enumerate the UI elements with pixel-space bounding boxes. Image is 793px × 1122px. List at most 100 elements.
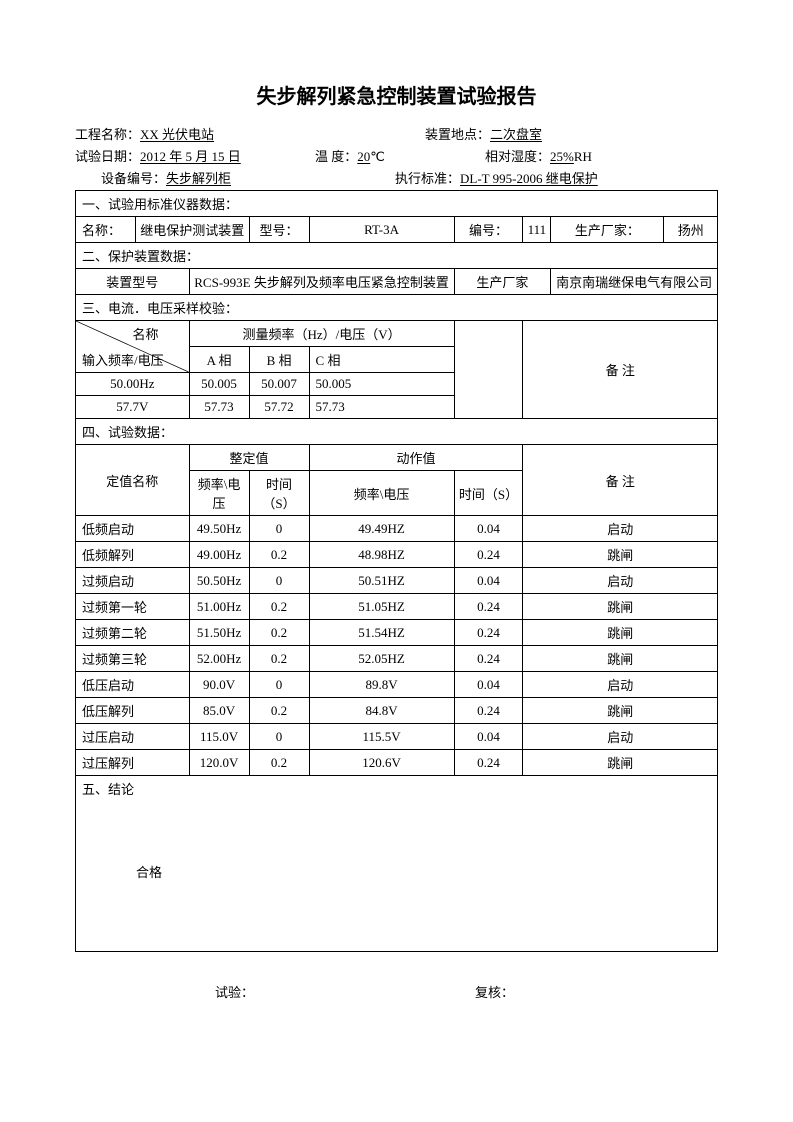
s4-row-remark: 启动 (523, 568, 718, 594)
s1-model-value: RT-3A (309, 217, 454, 243)
s4-row-sf: 90.0V (189, 672, 249, 698)
s4-row-at: 0.04 (454, 568, 523, 594)
s4-row-af: 89.8V (309, 672, 454, 698)
s1-name-value: 继电保护测试装置 (136, 217, 250, 243)
s4-row-name: 低压启动 (76, 672, 190, 698)
table-row: 低频解列49.00Hz0.248.98HZ0.24跳闸 (76, 542, 718, 568)
s1-mfr-label: 生产厂家： (551, 217, 664, 243)
s3-col-b: B 相 (249, 347, 309, 373)
s4-row-af: 49.49HZ (309, 516, 454, 542)
s4-row-at: 0.24 (454, 542, 523, 568)
s4-row-remark: 跳闸 (523, 594, 718, 620)
date-value: 2012 年 5 月 15 日 (140, 146, 241, 165)
s4-row-sf: 120.0V (189, 750, 249, 776)
section3-title: 三、电流．电压采样校验： (76, 295, 718, 321)
humidity-unit: RH (574, 149, 592, 165)
location-label: 装置地点： (425, 124, 490, 143)
s4-row-st: 0.2 (249, 594, 309, 620)
s3-measure-header: 测量频率（Hz）/电压（V） (189, 321, 454, 347)
section2-title: 二、保护装置数据： (76, 243, 718, 269)
review-signature-label: 复核： (475, 982, 514, 1001)
s4-row-at: 0.24 (454, 594, 523, 620)
s4-row-name: 过频第三轮 (76, 646, 190, 672)
s4-row-remark: 跳闸 (523, 542, 718, 568)
s4-setting-col: 整定值 (189, 445, 309, 471)
conclusion-cell: 合格 (76, 801, 718, 951)
table-row: 低压启动90.0V089.8V0.04启动 (76, 672, 718, 698)
s2-mfr-value: 南京南瑞继保电气有限公司 (551, 269, 718, 295)
temp-value: 20 (357, 149, 370, 165)
s4-row-af: 84.8V (309, 698, 454, 724)
section4-title: 四、试验数据： (76, 419, 718, 445)
header-row-2: 试验日期： 2012 年 5 月 15 日 温 度： 20 ℃ 相对湿度： 25… (75, 146, 718, 165)
s4-row-sf: 115.0V (189, 724, 249, 750)
test-signature-label: 试验： (215, 982, 475, 1001)
s4-row-remark: 跳闸 (523, 698, 718, 724)
s4-row-st: 0 (249, 724, 309, 750)
s4-row-af: 51.54HZ (309, 620, 454, 646)
s3-col-a: A 相 (189, 347, 249, 373)
s4-row-remark: 启动 (523, 516, 718, 542)
s4-sf-header: 频率\电压 (189, 471, 249, 516)
project-value: XX 光伏电站 (140, 124, 214, 143)
s4-row-at: 0.24 (454, 620, 523, 646)
s4-row-st: 0.2 (249, 750, 309, 776)
header-row-3: 设备编号： 失步解列柜 执行标准： DL-T 995-2006 继电保护 (75, 168, 718, 187)
s4-row-name: 低频解列 (76, 542, 190, 568)
s3-r1-a: 57.73 (189, 396, 249, 419)
s4-row-at: 0.04 (454, 724, 523, 750)
device-no-value: 失步解列柜 (166, 168, 231, 187)
s4-row-at: 0.04 (454, 672, 523, 698)
s4-row-sf: 85.0V (189, 698, 249, 724)
project-label: 工程名称： (75, 124, 140, 143)
s3-diagonal-header: 名称 输入频率/电压 (76, 321, 190, 373)
table-row: 过频第二轮51.50Hz0.251.54HZ0.24跳闸 (76, 620, 718, 646)
s3-r0-c: 50.005 (309, 373, 454, 396)
s4-row-af: 120.6V (309, 750, 454, 776)
s4-row-st: 0 (249, 568, 309, 594)
s1-name-label: 名称： (76, 217, 136, 243)
s4-row-sf: 51.00Hz (189, 594, 249, 620)
s4-remark-col: 备 注 (523, 445, 718, 516)
s1-mfr-value: 扬州 (664, 217, 718, 243)
location-value: 二次盘室 (490, 124, 542, 143)
s4-row-at: 0.24 (454, 698, 523, 724)
report-title: 失步解列紧急控制装置试验报告 (75, 80, 718, 109)
conclusion-result: 合格 (136, 862, 707, 881)
s2-mfr-label: 生产厂家 (454, 269, 551, 295)
signature-row: 试验： 复核： (75, 982, 718, 1001)
s4-row-st: 0.2 (249, 620, 309, 646)
main-table: 一、试验用标准仪器数据： 名称： 继电保护测试装置 型号： RT-3A 编号： … (75, 190, 718, 952)
s4-row-sf: 49.50Hz (189, 516, 249, 542)
section5-title: 五、结论 (76, 776, 718, 802)
standard-value: DL-T 995-2006 继电保护 (460, 168, 598, 187)
s4-row-name: 低压解列 (76, 698, 190, 724)
s4-row-name: 过压启动 (76, 724, 190, 750)
s4-row-at: 0.24 (454, 646, 523, 672)
s4-af-header: 频率\电压 (309, 471, 454, 516)
s4-row-st: 0.2 (249, 698, 309, 724)
s4-row-sf: 49.00Hz (189, 542, 249, 568)
s2-model-label: 装置型号 (76, 269, 190, 295)
s3-diag-top: 名称 (133, 324, 159, 343)
s3-r0-label: 50.00Hz (76, 373, 190, 396)
s3-col-c: C 相 (309, 347, 454, 373)
s4-row-name: 过频启动 (76, 568, 190, 594)
s3-r1-c: 57.73 (309, 396, 454, 419)
table-row: 低频启动49.50Hz049.49HZ0.04启动 (76, 516, 718, 542)
header-row-1: 工程名称： XX 光伏电站 装置地点： 二次盘室 (75, 124, 718, 143)
s4-row-remark: 启动 (523, 724, 718, 750)
temp-label: 温 度： (315, 146, 357, 165)
table-row: 过频第一轮51.00Hz0.251.05HZ0.24跳闸 (76, 594, 718, 620)
table-row: 过压解列120.0V0.2120.6V0.24跳闸 (76, 750, 718, 776)
table-row: 低压解列85.0V0.284.8V0.24跳闸 (76, 698, 718, 724)
s1-serial-label: 编号： (454, 217, 523, 243)
s4-row-remark: 启动 (523, 672, 718, 698)
s4-row-st: 0 (249, 516, 309, 542)
s4-row-at: 0.24 (454, 750, 523, 776)
section1-title: 一、试验用标准仪器数据： (76, 191, 718, 217)
s4-row-remark: 跳闸 (523, 646, 718, 672)
s1-model-label: 型号： (249, 217, 309, 243)
s4-row-st: 0.2 (249, 542, 309, 568)
s3-r0-a: 50.005 (189, 373, 249, 396)
